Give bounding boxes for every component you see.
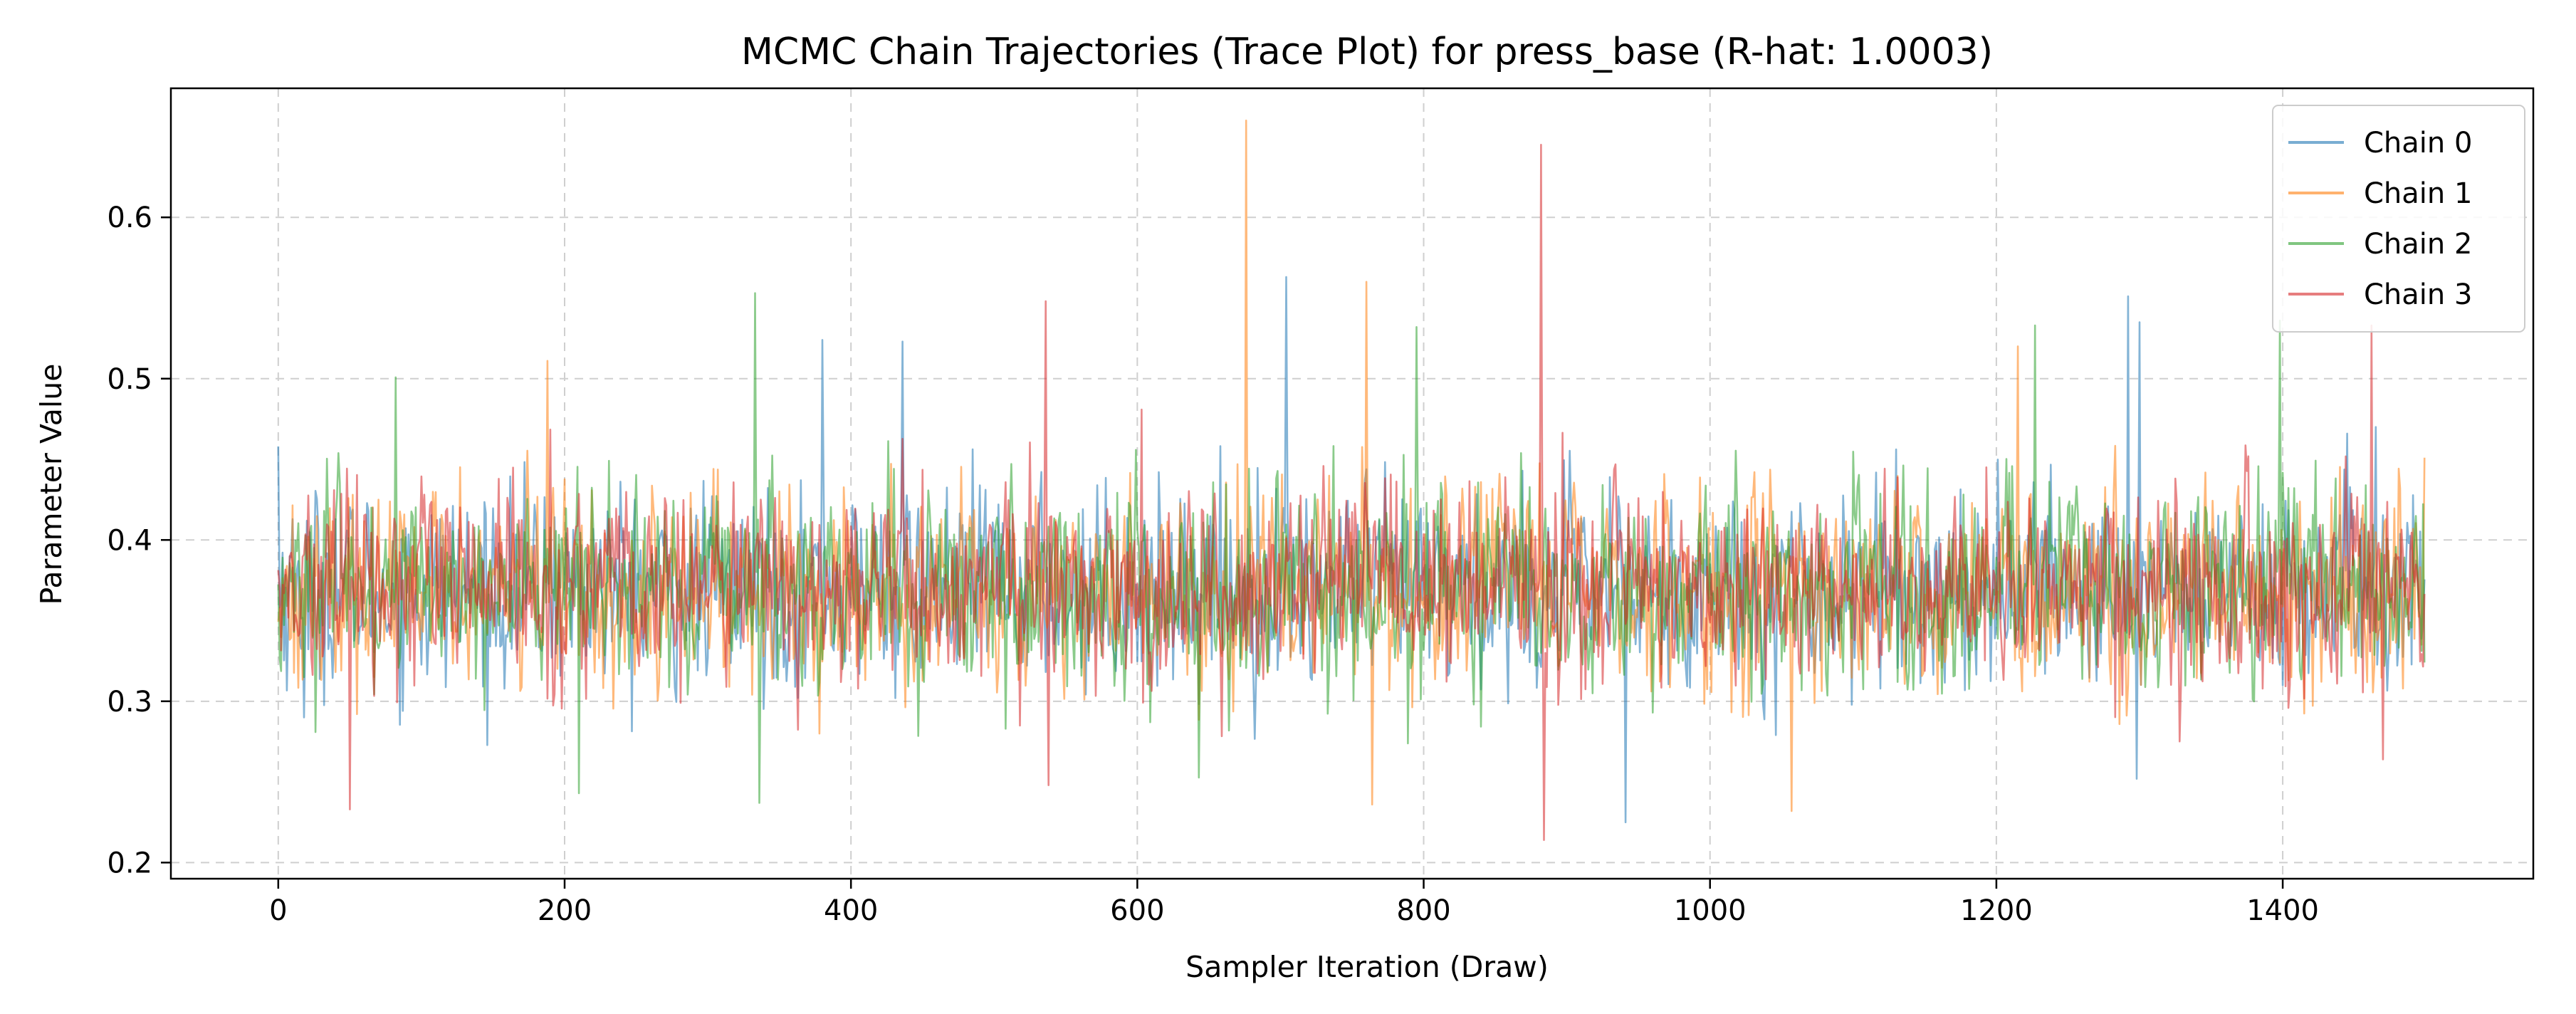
series-lines <box>277 120 2426 841</box>
x-tick-label: 1400 <box>2246 894 2319 927</box>
x-tick-label: 600 <box>1110 894 1164 927</box>
x-tick-label: 400 <box>824 894 878 927</box>
legend-label: Chain 2 <box>2364 228 2472 261</box>
legend-box <box>2272 105 2525 333</box>
y-tick-label: 0.4 <box>107 524 152 557</box>
y-tick-label: 0.2 <box>107 847 152 879</box>
x-tick-label: 800 <box>1396 894 1450 927</box>
x-tick-label: 200 <box>538 894 592 927</box>
plot-frame <box>169 87 2535 880</box>
series-line-chain-3 <box>277 144 2426 841</box>
x-axis-label: Sampler Iteration (Draw) <box>1185 950 1549 984</box>
x-tick-label: 0 <box>269 894 287 927</box>
legend-label: Chain 0 <box>2364 127 2472 160</box>
y-axis-label: Parameter Value <box>34 364 68 605</box>
axis-ticks: 0 200 400 600 800 1000 1200 1400 0.2 0.3 0.4 0.5 0.6 <box>107 202 2319 927</box>
x-tick-label: 1000 <box>1674 894 1747 927</box>
legend-label: Chain 3 <box>2364 278 2472 311</box>
series-line-chain-0 <box>277 276 2426 823</box>
legend-label: Chain 1 <box>2364 177 2472 210</box>
chart-title: MCMC Chain Trajectories (Trace Plot) for… <box>741 31 1993 73</box>
y-tick-label: 0.3 <box>107 686 152 718</box>
x-tick-label: 1200 <box>1960 894 2033 927</box>
y-tick-label: 0.5 <box>107 363 152 396</box>
legend: Chain 0 Chain 1 Chain 2 Chain 3 <box>2272 105 2525 333</box>
y-tick-label: 0.6 <box>107 202 152 234</box>
